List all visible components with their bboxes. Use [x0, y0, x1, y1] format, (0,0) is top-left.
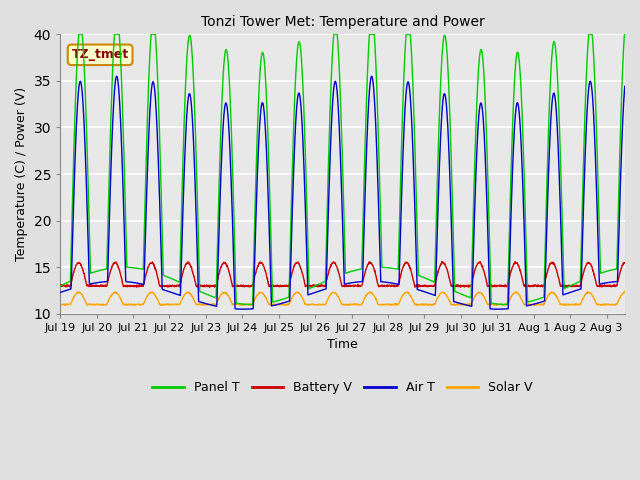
Battery V: [605, 283, 613, 289]
Battery V: [502, 283, 509, 289]
Solar V: [56, 302, 64, 308]
Text: TZ_tmet: TZ_tmet: [72, 48, 129, 61]
Solar V: [85, 301, 93, 307]
Solar V: [316, 301, 324, 307]
Panel T: [605, 268, 612, 274]
Line: Battery V: Battery V: [60, 262, 625, 287]
Solar V: [501, 302, 509, 308]
Solar V: [331, 290, 339, 296]
Battery V: [438, 259, 446, 264]
Air T: [605, 279, 612, 285]
Air T: [316, 288, 324, 294]
Solar V: [605, 301, 612, 307]
Solar V: [605, 301, 613, 307]
Panel T: [317, 281, 324, 287]
Air T: [85, 270, 93, 276]
Air T: [621, 84, 628, 89]
Air T: [331, 79, 339, 84]
Panel T: [248, 301, 255, 307]
Battery V: [316, 283, 324, 289]
Panel T: [502, 301, 509, 307]
Battery V: [331, 260, 339, 266]
Battery V: [621, 260, 628, 266]
Air T: [502, 306, 509, 312]
Air T: [56, 289, 64, 295]
Solar V: [531, 302, 538, 308]
Battery V: [465, 284, 472, 290]
Y-axis label: Temperature (C) / Power (V): Temperature (C) / Power (V): [15, 87, 28, 261]
X-axis label: Time: Time: [327, 338, 358, 351]
Panel T: [75, 32, 83, 37]
Line: Air T: Air T: [60, 76, 625, 309]
Panel T: [605, 268, 613, 274]
Panel T: [332, 32, 339, 37]
Air T: [113, 73, 120, 79]
Air T: [495, 306, 502, 312]
Panel T: [86, 226, 93, 232]
Solar V: [404, 289, 412, 295]
Line: Solar V: Solar V: [60, 292, 625, 305]
Air T: [605, 279, 613, 285]
Legend: Panel T, Battery V, Air T, Solar V: Panel T, Battery V, Air T, Solar V: [147, 376, 538, 399]
Battery V: [605, 283, 612, 288]
Panel T: [621, 32, 628, 37]
Solar V: [621, 290, 628, 296]
Line: Panel T: Panel T: [60, 35, 625, 304]
Battery V: [56, 282, 64, 288]
Title: Tonzi Tower Met: Temperature and Power: Tonzi Tower Met: Temperature and Power: [200, 15, 484, 29]
Panel T: [56, 283, 64, 289]
Battery V: [85, 284, 93, 289]
